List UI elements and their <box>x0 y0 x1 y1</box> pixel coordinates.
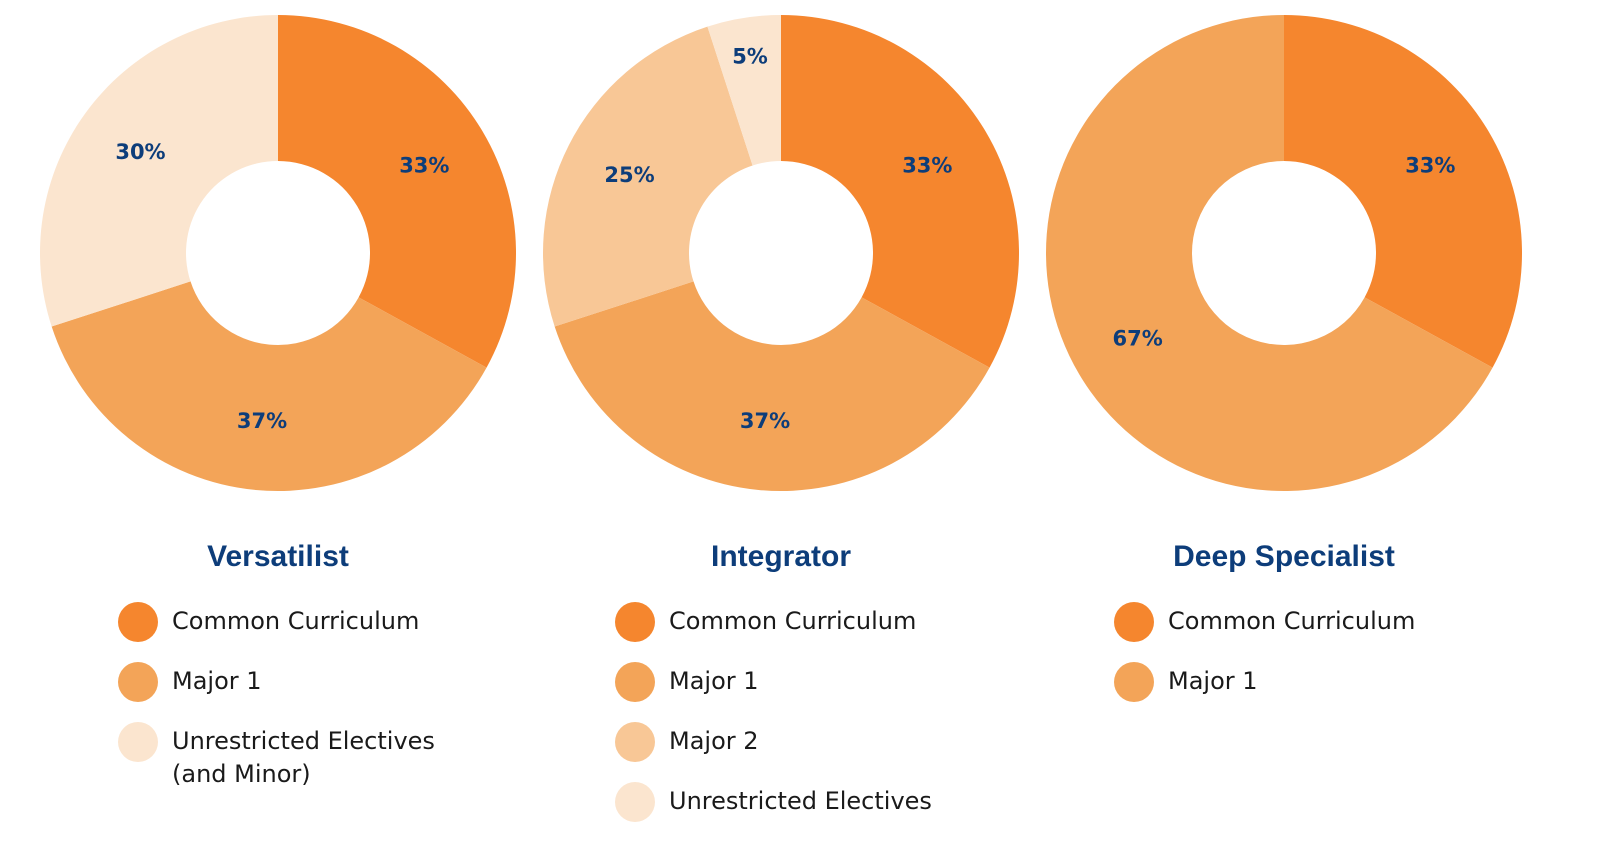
pie-slice <box>543 26 753 327</box>
legend-item: Unrestricted Electives (and Minor) <box>118 722 462 791</box>
slice-data-label: 30% <box>115 140 165 164</box>
pie-slice <box>781 15 1019 368</box>
chart-integrator: 33% 37% 25% 5% Integrator Common Curriculum… <box>521 0 1041 860</box>
pie-slice <box>39 15 279 327</box>
legend-swatch-icon <box>1114 602 1154 642</box>
legend-swatch-icon <box>118 602 158 642</box>
chart-title: Versatilist <box>207 540 349 573</box>
donut-chart-deep-specialist: 33% 67% <box>1046 15 1522 491</box>
legend-label: Major 2 <box>669 727 759 755</box>
pie-slice <box>278 15 516 368</box>
legend-swatch-icon <box>118 662 158 702</box>
legend: Common Curriculum Major 1 Major 2 Unrest… <box>615 602 932 842</box>
chart-title: Deep Specialist <box>1173 540 1395 573</box>
slice-data-label: 67% <box>1113 327 1163 351</box>
legend-item: Major 1 <box>118 662 462 702</box>
legend-item: Common Curriculum <box>615 602 932 642</box>
legend-swatch-icon <box>615 602 655 642</box>
slice-data-label: 5% <box>732 44 768 68</box>
legend-swatch-icon <box>615 722 655 762</box>
pie-slice <box>707 15 781 166</box>
legend-label: Major 1 <box>172 667 262 695</box>
slice-data-label: 25% <box>604 163 654 187</box>
legend-item: Common Curriculum <box>1114 602 1415 642</box>
legend-label: Unrestricted Electives <box>669 787 932 815</box>
legend-swatch-icon <box>1114 662 1154 702</box>
slice-data-label: 33% <box>399 153 449 177</box>
legend-item: Major 1 <box>615 662 932 702</box>
pie-slice <box>1284 15 1522 368</box>
chart-title: Integrator <box>710 540 851 573</box>
legend: Common Curriculum Major 1 Unrestricted E… <box>118 602 462 811</box>
legend-item: Major 1 <box>1114 662 1415 702</box>
legend-item: Major 2 <box>615 722 932 762</box>
legend-label: Common Curriculum <box>172 607 420 635</box>
chart-versatilist: 33% 37% 30% Versatilist Common Curriculum … <box>18 0 538 860</box>
slice-data-label: 33% <box>902 153 952 177</box>
legend-swatch-icon <box>615 662 655 702</box>
pie-slice <box>554 281 990 492</box>
donut-chart-versatilist: 33% 37% 30% <box>39 15 516 492</box>
donut-chart-integrator: 33% 37% 25% 5% <box>543 15 1019 492</box>
legend-label: Major 1 <box>1168 667 1258 695</box>
legend-swatch-icon <box>615 782 655 822</box>
legend-label: Major 1 <box>669 667 759 695</box>
legend-item: Common Curriculum <box>118 602 462 642</box>
pie-slice <box>51 281 487 492</box>
legend-label: Common Curriculum <box>669 607 917 635</box>
chart-deep-specialist: 33% 67% Deep Specialist Common Curriculum… <box>1024 0 1544 860</box>
legend-label: Unrestricted Electives (and Minor) <box>172 727 435 788</box>
slice-data-label: 37% <box>237 409 287 433</box>
legend-swatch-icon <box>118 722 158 762</box>
legend-item: Unrestricted Electives <box>615 782 932 822</box>
slice-data-label: 33% <box>1405 153 1455 177</box>
pie-slice <box>1046 15 1493 491</box>
slice-data-label: 37% <box>740 409 790 433</box>
legend-label: Common Curriculum <box>1168 607 1416 635</box>
legend: Common Curriculum Major 1 <box>1114 602 1415 722</box>
